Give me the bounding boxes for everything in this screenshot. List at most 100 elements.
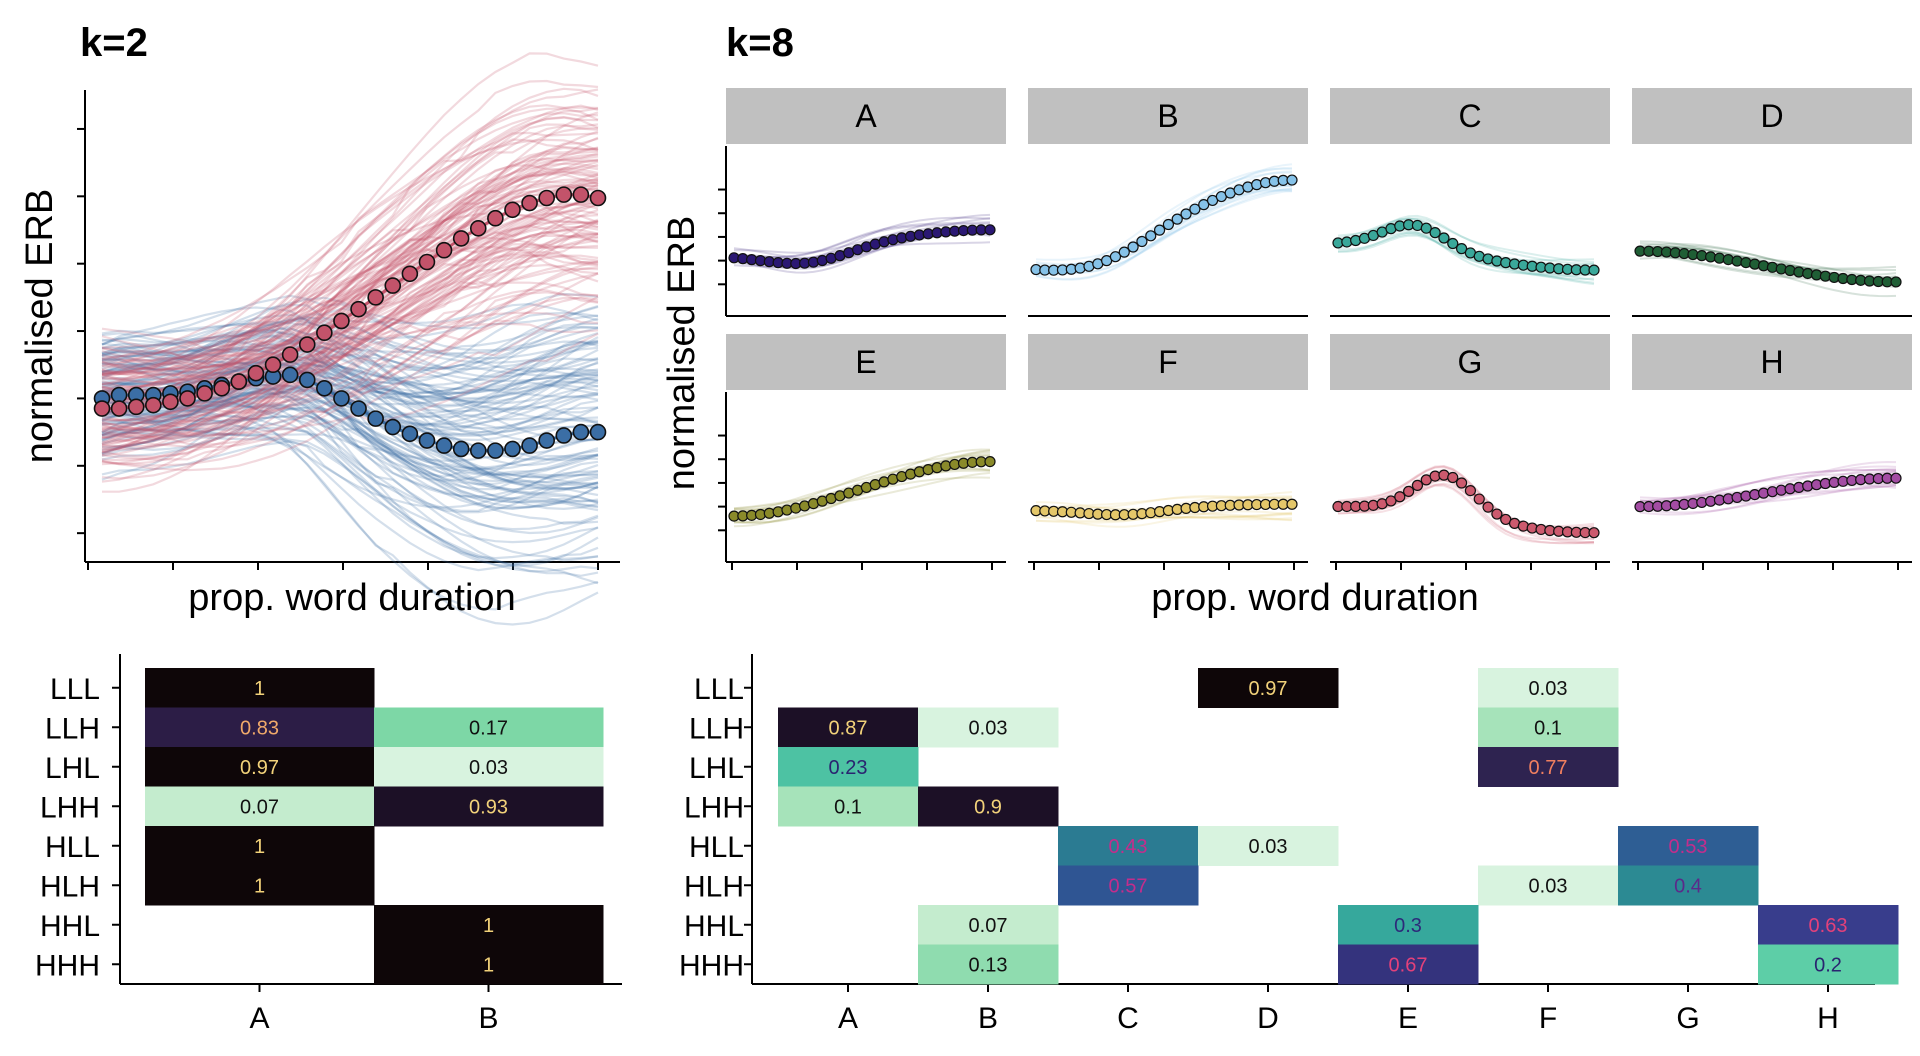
k2-individual-curve — [101, 165, 599, 441]
facet-point-B — [1286, 174, 1298, 186]
k8-facet-panels: A B C D E F G H — [718, 88, 1912, 570]
k8-heat-col-label: D — [1257, 1002, 1279, 1035]
k8-heat-cell-label: 0.67 — [1389, 954, 1428, 976]
k2-individual-curve — [101, 403, 599, 525]
k2-individual-curve — [101, 158, 599, 374]
k2-individual-curve — [101, 367, 599, 426]
k8-heat-cell-label: 0.03 — [1249, 836, 1288, 858]
k2-series-B-point — [469, 220, 487, 237]
facet-point-B — [1118, 246, 1130, 258]
k8-heat-cell — [778, 707, 919, 748]
k2-series-B-point — [333, 312, 350, 330]
k2-series-B-point — [452, 230, 470, 247]
k8-heat-cell — [1758, 905, 1899, 945]
k2-heat-cell-label: 1 — [254, 678, 265, 700]
k2-series-B-point — [264, 356, 282, 374]
k8-heat-row-label: LHH — [684, 791, 744, 824]
k2-heat-row-label: LHH — [40, 791, 100, 824]
facet-strip-E — [726, 334, 1006, 390]
k2-individual-curve — [102, 171, 599, 493]
k8-heat-cell-label: 0.2 — [1814, 954, 1842, 976]
k2-individual-curve — [101, 159, 599, 443]
k2-individual-curve — [101, 218, 599, 361]
k2-series-A-point — [435, 437, 453, 454]
k8-heat-cell-label: 0.03 — [969, 717, 1008, 739]
k2-series-B-point — [367, 289, 384, 306]
k2-heat-cell — [374, 944, 604, 985]
k8-heat-cell — [1338, 905, 1479, 945]
facet-individual-curve — [1337, 234, 1595, 286]
k2-heat-row-label: LLL — [50, 673, 100, 706]
k2-heat-cell — [145, 786, 375, 827]
k8-heat-col-label: E — [1398, 1002, 1418, 1035]
k8-heat-cell-label: 0.03 — [1529, 678, 1568, 700]
k2-individual-curve — [101, 281, 599, 447]
k2-individual-curve — [101, 401, 599, 509]
k2-individual-curve — [101, 198, 599, 409]
k2-series-B-point — [196, 385, 213, 402]
k8-heat-cell — [918, 786, 1059, 827]
k8-heat-col-label: G — [1676, 1002, 1699, 1035]
k2-individual-curve — [101, 367, 599, 487]
k2-individual-curve — [101, 52, 599, 384]
k2-series-B-point — [110, 400, 128, 417]
k2-individual-curve — [101, 260, 599, 359]
k2-series-A-point — [452, 440, 470, 458]
facet-point-G — [1588, 527, 1600, 539]
k2-individual-curve — [101, 178, 599, 390]
k2-individual-curve — [101, 336, 599, 407]
k2-series-B-point — [213, 380, 231, 397]
k2-heat-cell-label: 0.03 — [469, 757, 508, 779]
k2-individual-curve — [101, 315, 599, 379]
facet-point-B — [1127, 241, 1139, 253]
k2-heat-col-label: B — [478, 1002, 498, 1035]
k2-individual-curve — [101, 184, 599, 455]
k2-individual-curve — [101, 184, 599, 430]
k2-individual-curve — [101, 296, 599, 472]
k2-individual-curve — [101, 338, 599, 430]
k2-series-B-point — [162, 393, 179, 411]
k8-heat-cell — [918, 944, 1059, 985]
k2-heat-row-label: HLH — [40, 870, 100, 903]
k2-heat-cell — [374, 747, 604, 787]
k2-individual-curve — [101, 233, 599, 439]
facet-individual-curve — [733, 221, 991, 258]
k2-series-A-point — [555, 427, 573, 444]
k2-individual-curve — [101, 341, 599, 408]
facet-point-G — [1464, 484, 1477, 497]
k8-heat-row-label: LHL — [689, 752, 744, 785]
facet-point-G — [1403, 485, 1415, 497]
k2-individual-curve — [101, 172, 599, 418]
k2-series-B-point — [418, 253, 436, 271]
k2-individual-curve — [101, 346, 599, 491]
k8-heat-cell — [1058, 865, 1199, 906]
k2-individual-curve — [101, 314, 599, 372]
k2-series-A-point — [589, 423, 607, 441]
k2-individual-curve — [101, 385, 599, 509]
facet-point-E — [984, 456, 996, 468]
k2-individual-curve — [101, 384, 599, 490]
k2-individual-curve — [101, 419, 599, 509]
k2-individual-curve — [101, 272, 599, 453]
k2-heat-cell — [145, 826, 375, 866]
k8-heat-cell-label: 0.23 — [829, 757, 868, 779]
k2-y-axis-label: normalised ERB — [19, 189, 61, 464]
k2-series-A-point — [572, 423, 590, 441]
facet-point-G — [1491, 508, 1503, 520]
facet-individual-curve — [1639, 460, 1897, 500]
k2-individual-curve — [101, 357, 599, 410]
facet-label-D: D — [1760, 98, 1783, 134]
k2-individual-curve — [101, 313, 599, 411]
k2-individual-curve — [101, 236, 599, 407]
k2-individual-curve — [101, 318, 599, 374]
facet-strip-F — [1028, 334, 1308, 390]
facet-point-G — [1385, 495, 1397, 507]
k2-series-B-point — [504, 201, 521, 219]
k2-individual-curve — [101, 316, 599, 360]
k2-individual-curve — [101, 225, 599, 448]
k2-individual-curve — [101, 295, 599, 446]
k2-series-B-point — [538, 189, 555, 207]
k2-individual-curve — [101, 194, 599, 370]
facet-label-E: E — [855, 344, 876, 380]
k2-individual-curve — [101, 322, 599, 436]
